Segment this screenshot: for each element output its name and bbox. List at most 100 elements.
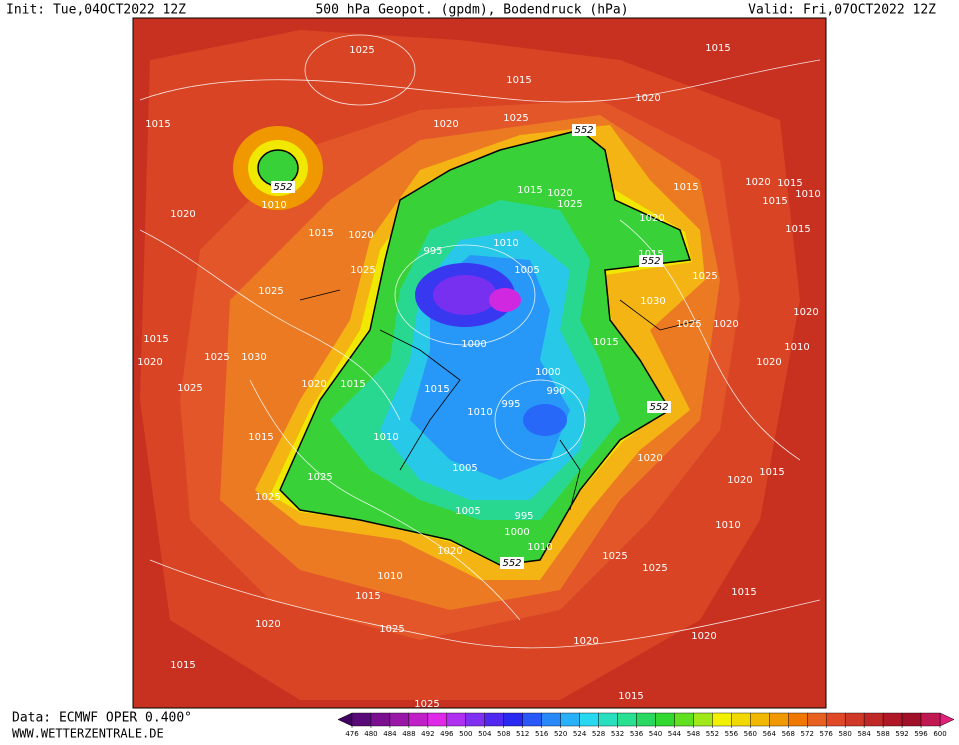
- isobar-label: 552: [574, 125, 593, 136]
- isobar-label: 1010: [527, 542, 552, 553]
- isobar-label: 1015: [248, 432, 273, 443]
- isobar-label: 1015: [785, 224, 810, 235]
- colorbar-tick-label: 508: [497, 730, 510, 738]
- colorbar-tick-label: 492: [421, 730, 434, 738]
- isobar-label: 1025: [676, 319, 701, 330]
- isobar-label: 1005: [514, 265, 539, 276]
- colorbar-tick-label: 488: [402, 730, 415, 738]
- isobar-label: 1005: [455, 506, 480, 517]
- isobar-label: 1010: [493, 238, 518, 249]
- colorbar-tick-label: 564: [763, 730, 777, 738]
- valid-time: Valid: Fri,07OCT2022 12Z: [748, 3, 936, 18]
- init-time: Init: Tue,04OCT2022 12Z: [6, 3, 186, 18]
- colorbar-tick-label: 592: [895, 730, 908, 738]
- colorbar-tick-label: 480: [364, 730, 377, 738]
- isobar-label: 1015: [593, 337, 618, 348]
- colorbar-cell: [882, 712, 903, 727]
- isobar-label: 1015: [673, 182, 698, 193]
- isobar-label: 1020: [137, 357, 162, 368]
- isobar-label: 1020: [756, 357, 781, 368]
- isobar-label: 1025: [379, 624, 404, 635]
- isobar-label: 1025: [349, 45, 374, 56]
- isobar-label: 1020: [573, 636, 598, 647]
- colorbar-cell: [370, 712, 391, 727]
- label-box: [500, 557, 524, 569]
- isobar-label: 1000: [504, 527, 529, 538]
- isobar-label: 1020: [691, 631, 716, 642]
- colorbar-tick-label: 528: [592, 730, 605, 738]
- isobar-label: 1010: [377, 571, 402, 582]
- isobar-label: 1015: [145, 119, 170, 130]
- isobar-label: 995: [514, 511, 533, 522]
- isobar-label: 552: [273, 182, 292, 193]
- isobar-label: 1010: [261, 200, 286, 211]
- colorbar-cell: [465, 712, 485, 727]
- isobar-label: 1020: [301, 379, 326, 390]
- colorbar-tick-label: 504: [478, 730, 492, 738]
- map-title: 500 hPa Geopot. (gpdm), Bodendruck (hPa): [315, 3, 628, 18]
- colorbar-tick-label: 580: [838, 730, 851, 738]
- isobar-label: 1025: [692, 271, 717, 282]
- isobar-label: 1025: [350, 265, 375, 276]
- data-source: Data: ECMWF OPER 0.400°: [12, 711, 192, 726]
- isobar-label: 1020: [433, 119, 458, 130]
- colorbar-tick-label: 536: [630, 730, 644, 738]
- colorbar-tick-label: 596: [914, 730, 928, 738]
- label-box: [271, 181, 295, 193]
- colorbar-cell: [541, 712, 561, 727]
- isobar-label: 995: [423, 246, 442, 257]
- colorbar-cell: [712, 712, 732, 727]
- isobar-label: 1020: [713, 319, 738, 330]
- colorbar-cell: [863, 712, 884, 727]
- colorbar-cell: [901, 712, 922, 727]
- website: WWW.WETTERZENTRALE.DE: [12, 727, 164, 741]
- colorbar-cell: [674, 712, 694, 727]
- isobar-label: 1020: [637, 453, 662, 464]
- colorbar-cell: [693, 712, 713, 727]
- colorbar-tick-label: 600: [933, 730, 946, 738]
- isobar-label: 1010: [715, 520, 740, 531]
- isobar-label: 1020: [727, 475, 752, 486]
- isobar-label: 1025: [204, 352, 229, 363]
- isobar-label: 1015: [731, 587, 756, 598]
- colorbar-cell: [560, 712, 580, 727]
- isobar-label: 1000: [461, 339, 486, 350]
- isobar-label: 1015: [762, 196, 787, 207]
- colorbar-cell: [427, 712, 448, 727]
- colorbar-cell: [389, 712, 410, 727]
- colorbar-cell: [579, 712, 599, 727]
- isobar-label: 1015: [340, 379, 365, 390]
- colorbar-cell: [788, 712, 808, 727]
- isobar-label: 1015: [424, 384, 449, 395]
- colorbar-cell: [750, 712, 770, 727]
- isobar-label: 1020: [255, 619, 280, 630]
- colorbar-tick-label: 588: [876, 730, 889, 738]
- colorbar-tick-label: 568: [782, 730, 795, 738]
- colorbar-tick-label: 572: [801, 730, 814, 738]
- colorbar-tick-label: 496: [440, 730, 454, 738]
- isobar-label: 552: [649, 402, 668, 413]
- isobar-label: 1015: [759, 467, 784, 478]
- isobar-label: 1025: [642, 563, 667, 574]
- isobar-label: 1015: [618, 691, 643, 702]
- isobar-label: 1025: [414, 699, 439, 710]
- isobar-label: 1015: [777, 178, 802, 189]
- colorbar-cell: [617, 712, 637, 727]
- colorbar: 476 480 484 488 492 496 500 504 508 512 516 520 524 5…: [337, 712, 955, 738]
- colorbar-tick-label: 476: [345, 730, 359, 738]
- isobar-label: 1025: [503, 113, 528, 124]
- isobar-label: 1015: [143, 334, 168, 345]
- isobar-label: 1000: [535, 367, 560, 378]
- colorbar-tick-label: 512: [516, 730, 529, 738]
- isobar-label: 1015: [506, 75, 531, 86]
- colorbar-cell: [655, 712, 675, 727]
- isobar-label: 1020: [639, 213, 664, 224]
- colorbar-cell: [769, 712, 789, 727]
- isobar-label: 1025: [557, 199, 582, 210]
- isobar-label: 1025: [307, 472, 332, 483]
- colorbar-cell: [807, 712, 827, 727]
- colorbar-cell: [484, 712, 504, 727]
- isobar-label: 1020: [745, 177, 770, 188]
- colorbar-tick-label: 524: [573, 730, 587, 738]
